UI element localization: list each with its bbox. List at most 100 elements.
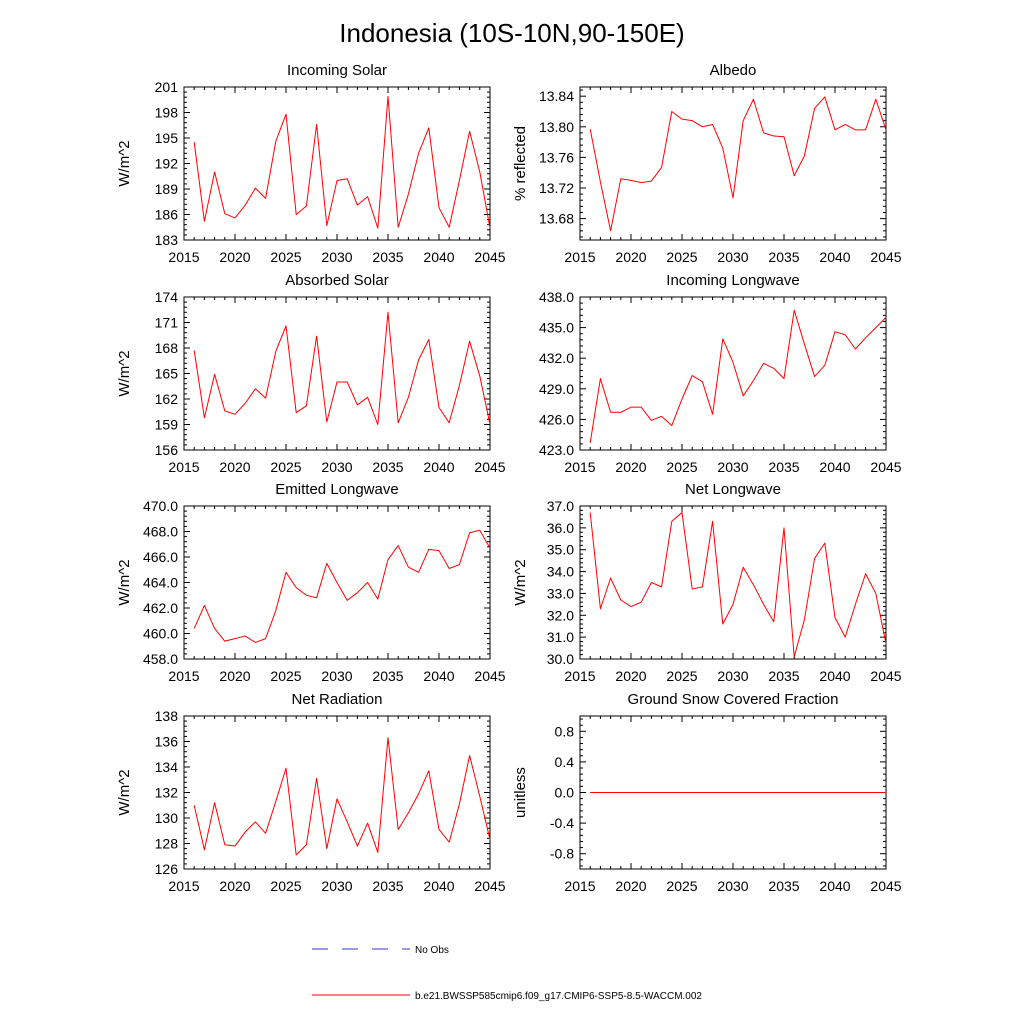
x-tick-label: 2040 [819, 668, 850, 684]
y-tick-label: 13.84 [539, 88, 574, 104]
panel-6: Net Longwave 2015 2020 2025 2030 2035 2040 2045… [512, 481, 902, 684]
x-tick-label: 2030 [717, 878, 748, 894]
x-tick-label: 2025 [270, 249, 301, 265]
y-tick-label: 13.72 [539, 180, 574, 196]
y-tick-label: 470.0 [143, 498, 178, 514]
x-tick-label: 2015 [168, 249, 199, 265]
y-tick-label: 31.0 [547, 629, 574, 645]
y-tick-label: 37.0 [547, 498, 574, 514]
y-tick-label: 423.0 [539, 442, 574, 458]
panel-title: Emitted Longwave [275, 481, 398, 498]
y-tick-label: 0.0 [555, 785, 575, 801]
y-tick-label: -0.8 [550, 846, 574, 862]
plot-frame [183, 296, 491, 451]
x-tick-label: 2020 [615, 249, 646, 265]
plot-frame [183, 715, 491, 870]
y-axis-label: W/m^2 [512, 559, 529, 605]
x-tick-label: 2045 [474, 249, 505, 265]
x-tick-label: 2040 [819, 459, 850, 475]
legend: No Obs b.e21.BWSSP585cmip6.f09_g17.CMIP6… [312, 945, 702, 1002]
y-tick-label: 13.68 [539, 211, 574, 227]
x-tick-label: 2025 [270, 878, 301, 894]
y-tick-label: 460.0 [143, 626, 178, 642]
x-tick-label: 2040 [423, 668, 454, 684]
panel-title: Net Longwave [685, 481, 781, 498]
x-tick-label: 2015 [168, 668, 199, 684]
legend-obs-label: No Obs [415, 945, 449, 956]
x-tick-label: 2030 [321, 459, 352, 475]
x-tick-label: 2030 [321, 668, 352, 684]
x-tick-label: 2025 [270, 668, 301, 684]
y-tick-label: 159 [155, 417, 179, 433]
x-tick-label: 2045 [474, 459, 505, 475]
y-tick-label: 466.0 [143, 549, 178, 565]
x-tick-label: 2040 [423, 878, 454, 894]
plot-frame [579, 505, 887, 660]
y-axis-label: unitless [512, 767, 529, 818]
x-tick-label: 2025 [666, 459, 697, 475]
y-tick-label: 0.4 [555, 754, 575, 770]
x-tick-label: 2020 [219, 249, 250, 265]
main-title: Indonesia (10S-10N,90-150E) [339, 18, 684, 48]
x-tick-label: 2025 [270, 459, 301, 475]
y-tick-label: 198 [155, 105, 179, 121]
y-tick-label: 156 [155, 442, 179, 458]
x-tick-label: 2030 [321, 878, 352, 894]
x-tick-label: 2040 [819, 249, 850, 265]
panel-grid: Incoming Solar 2015 2020 2025 2030 2035 2040 20… [116, 62, 902, 894]
y-axis-label: W/m^2 [116, 769, 133, 815]
y-axis-label: % reflected [512, 126, 529, 201]
y-tick-label: 126 [155, 861, 179, 877]
series-line [589, 96, 887, 232]
x-tick-label: 2030 [321, 249, 352, 265]
x-tick-label: 2020 [615, 668, 646, 684]
y-tick-label: 183 [155, 232, 179, 248]
x-tick-label: 2040 [819, 878, 850, 894]
x-tick-label: 2035 [768, 668, 799, 684]
x-tick-label: 2035 [768, 459, 799, 475]
x-tick-label: 2020 [219, 668, 250, 684]
y-tick-label: 192 [155, 156, 179, 172]
y-tick-label: 134 [155, 759, 179, 775]
x-tick-label: 2045 [870, 459, 901, 475]
x-tick-label: 2020 [615, 459, 646, 475]
panel-7: Net Radiation 2015 2020 2025 2030 2035 2040 204… [116, 691, 506, 894]
series-line [193, 95, 491, 229]
x-tick-label: 2015 [564, 878, 595, 894]
y-tick-label: 136 [155, 734, 179, 750]
y-tick-label: 464.0 [143, 575, 178, 591]
panel-2: Albedo 2015 2020 2025 2030 2035 2040 2045 13.68 1… [512, 62, 902, 265]
panel-title: Incoming Solar [287, 62, 387, 79]
panel-5: Emitted Longwave 2015 2020 2025 2030 2035 2040… [116, 481, 506, 684]
y-tick-label: 458.0 [143, 651, 178, 667]
x-tick-label: 2020 [615, 878, 646, 894]
y-tick-label: 0.8 [555, 723, 575, 739]
x-tick-label: 2015 [564, 459, 595, 475]
plot-frame [579, 86, 887, 241]
y-tick-label: 429.0 [539, 381, 574, 397]
series-line [193, 311, 491, 425]
y-tick-label: 195 [155, 130, 179, 146]
y-axis-label: W/m^2 [116, 350, 133, 396]
y-tick-label: 438.0 [539, 289, 574, 305]
y-tick-label: 138 [155, 708, 179, 724]
x-tick-label: 2025 [666, 668, 697, 684]
y-tick-label: 13.76 [539, 149, 574, 165]
series-line [589, 512, 887, 658]
y-tick-label: 132 [155, 785, 179, 801]
y-tick-label: 130 [155, 810, 179, 826]
plot-frame [579, 296, 887, 451]
y-tick-label: 165 [155, 366, 179, 382]
y-tick-label: 174 [155, 289, 179, 305]
panel-title: Net Radiation [292, 691, 383, 708]
y-axis-label: W/m^2 [116, 559, 133, 605]
x-tick-label: 2035 [372, 878, 403, 894]
series-line [193, 737, 491, 856]
y-tick-label: 468.0 [143, 524, 178, 540]
panel-8: Ground Snow Covered Fraction 2015 2020 2025… [512, 691, 902, 894]
y-tick-label: 162 [155, 391, 179, 407]
x-tick-label: 2045 [474, 878, 505, 894]
x-tick-label: 2030 [717, 249, 748, 265]
panel-3: Absorbed Solar 2015 2020 2025 2030 2035 2040 20… [116, 272, 506, 475]
panel-title: Absorbed Solar [285, 272, 388, 289]
